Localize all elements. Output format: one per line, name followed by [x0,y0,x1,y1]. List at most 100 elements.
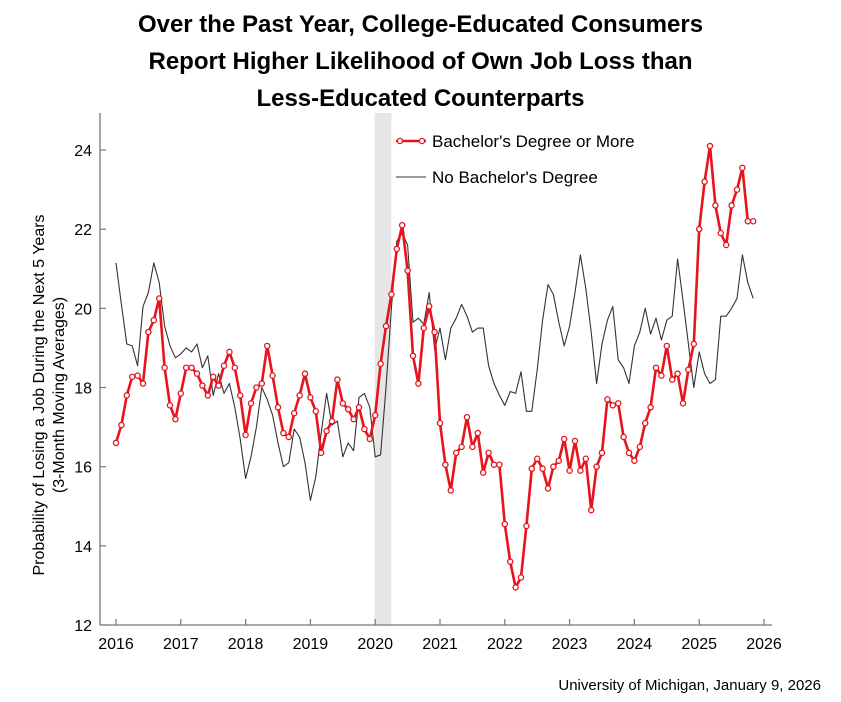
data-point [544,485,552,492]
recession-shading-layer [374,113,392,625]
data-point [404,267,411,274]
data-point [334,376,341,383]
data-point [442,461,449,468]
data-point [312,407,320,415]
legend-marker [396,137,404,145]
data-point [420,324,428,332]
data-point [339,400,347,407]
data-point [690,340,698,348]
data-point [269,372,276,379]
data-point [317,449,325,457]
data-point [301,370,309,377]
data-point [636,443,644,451]
data-point [744,217,752,225]
data-point [658,372,665,379]
data-point [598,449,606,457]
data-point [226,348,233,356]
data-point [161,364,168,371]
legend: Bachelor's Degree or More No Bachelor's D… [396,132,635,187]
data-point [749,217,757,225]
data-point [280,429,287,437]
data-point [215,382,222,389]
data-point [479,469,487,476]
x-tick-label: 2017 [163,636,199,653]
chart-title-line-2: Report Higher Likelihood of Own Job Loss… [148,48,693,75]
data-point [193,370,201,377]
data-point [674,370,681,377]
data-point [112,439,120,447]
data-point [253,384,260,391]
data-point [733,186,741,193]
data-point [172,415,179,423]
data-point [604,396,611,403]
data-point [555,457,563,464]
data-point [344,406,352,413]
data-point [701,178,708,185]
data-point [188,364,195,371]
data-point [587,506,595,514]
data-point [474,429,482,437]
chart-title-line-3: Less-Educated Counterparts [256,85,585,112]
legend-item: Bachelor's Degree or More [396,132,635,151]
x-tick-label: 2019 [293,636,329,653]
data-point [609,402,617,409]
y-axis-label-line-1: Probability of Losing a Job During the N… [31,214,48,575]
data-point [393,245,401,253]
data-point [328,417,336,425]
data-point [625,449,633,457]
data-point [431,328,438,336]
data-point [361,425,368,433]
data-point [652,364,660,371]
data-point [512,584,519,591]
x-tick-label: 2023 [552,636,588,653]
data-point [263,342,271,350]
data-point [236,392,244,399]
x-tick-label: 2018 [228,636,264,653]
series-layer [112,142,757,591]
data-point [274,404,282,411]
data-point [182,364,190,371]
data-point [571,437,579,445]
data-point [177,390,185,397]
data-point [717,229,725,237]
data-point [366,435,374,443]
data-point [242,431,249,439]
data-point [506,558,514,565]
data-point [323,427,330,435]
y-axis-label-line-2: (3-Month Moving Averages) [51,297,68,493]
data-point [539,465,546,472]
data-point [258,380,266,387]
data-point [528,465,536,472]
y-tick-label: 12 [74,618,92,635]
x-tick-label: 2024 [617,636,653,653]
x-tick-label: 2020 [357,636,393,653]
data-point [166,402,174,409]
data-point [436,419,444,427]
chart-title-line-1: Over the Past Year, College-Educated Con… [137,11,704,38]
data-point [377,360,384,367]
data-point [123,392,131,399]
data-point [409,352,417,360]
data-point [139,380,147,387]
data-point [631,457,638,464]
data-point [728,202,735,209]
data-point [382,322,390,330]
data-point [247,400,255,407]
legend-marker [418,137,426,145]
data-point [593,463,600,470]
y-tick-label: 16 [74,460,92,477]
data-point [425,303,433,310]
x-tick-label: 2016 [98,636,134,653]
y-axis-label: Probability of Losing a Job During the N… [31,214,68,575]
data-point [550,463,557,470]
data-point [388,291,395,298]
data-point [118,421,125,429]
data-point [663,342,671,350]
y-tick-label: 14 [74,539,92,556]
x-tick-label: 2021 [422,636,458,653]
data-point [533,455,541,462]
data-point [523,522,530,530]
data-point [155,295,163,302]
